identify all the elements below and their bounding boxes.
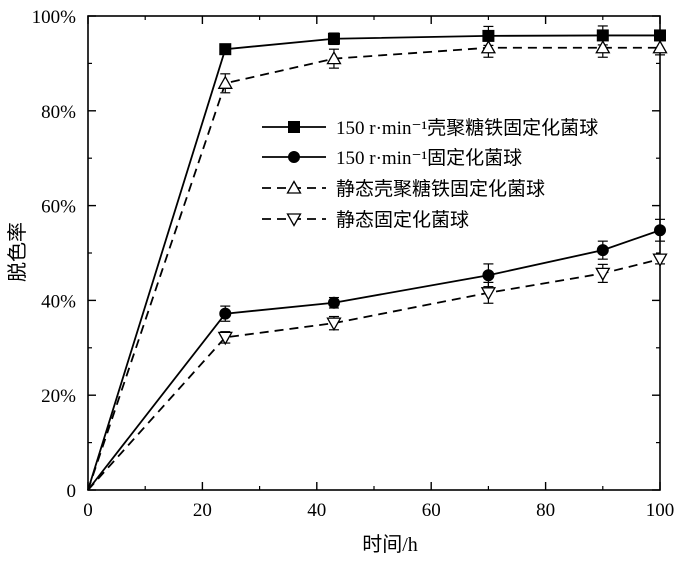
series-1-point bbox=[654, 29, 666, 42]
series-3-line bbox=[87, 46, 660, 491]
series-1-point bbox=[327, 32, 340, 45]
series-4-point bbox=[595, 267, 611, 282]
plot-frame bbox=[87, 15, 661, 491]
axes: 0 20 40 60 80 100 0 20% 40% 60% 80% 100% bbox=[32, 7, 675, 521]
series-4-line bbox=[87, 258, 661, 491]
y-axis-title: 脱色率 bbox=[6, 222, 29, 282]
legend-label: 静态固定化菌球 bbox=[336, 209, 469, 231]
y-tick-label: 40% bbox=[41, 291, 76, 312]
legend-item: 150 r·min⁻¹壳聚糖铁固定化菌球 bbox=[262, 117, 598, 139]
x-tick-label: 0 bbox=[83, 500, 93, 521]
y-tick-label: 20% bbox=[41, 386, 76, 407]
x-tick-label: 80 bbox=[536, 500, 555, 521]
y-tick-label: 80% bbox=[41, 102, 76, 123]
legend-label: 150 r·min⁻¹固定化菌球 bbox=[336, 147, 522, 169]
series-4-point bbox=[217, 331, 233, 346]
legend-swatch-marker bbox=[286, 180, 302, 194]
x-tick-label: 40 bbox=[307, 500, 326, 521]
x-axis-title: 时间/h bbox=[362, 533, 418, 556]
series-2-point bbox=[219, 307, 232, 320]
series-1-line bbox=[87, 34, 660, 491]
x-tick-label: 60 bbox=[422, 500, 441, 521]
series-2-point bbox=[654, 224, 666, 237]
legend-item: 静态固定化菌球 bbox=[262, 209, 469, 231]
legend-swatch-marker bbox=[288, 151, 300, 163]
series-4-point bbox=[652, 253, 668, 267]
series-4-point bbox=[326, 317, 342, 331]
series-3 bbox=[87, 37, 668, 491]
legend-item: 150 r·min⁻¹固定化菌球 bbox=[262, 147, 522, 169]
series-2 bbox=[87, 218, 666, 491]
legend: 150 r·min⁻¹壳聚糖铁固定化菌球 150 r·min⁻¹固定化菌球静态壳聚… bbox=[262, 117, 598, 231]
legend-label: 150 r·min⁻¹壳聚糖铁固定化菌球 bbox=[336, 117, 598, 139]
legend-label: 静态壳聚糖铁固定化菌球 bbox=[336, 178, 545, 200]
y-tick-label: 0 bbox=[67, 481, 77, 502]
series-2-point bbox=[327, 296, 340, 309]
x-tick-label: 100 bbox=[646, 500, 675, 521]
series-2-point bbox=[482, 269, 495, 282]
series-3-point bbox=[217, 75, 233, 89]
series-4 bbox=[87, 253, 668, 491]
y-tick-label: 100% bbox=[32, 7, 77, 28]
series-3-point bbox=[652, 39, 668, 54]
series-4-point bbox=[480, 287, 497, 301]
series-2-point bbox=[596, 244, 609, 257]
legend-swatch-marker bbox=[286, 213, 302, 227]
series-3-point bbox=[595, 39, 611, 54]
series-3-point bbox=[326, 50, 342, 65]
series-3-point bbox=[480, 39, 497, 54]
series-1-point bbox=[219, 43, 232, 56]
y-tick-label: 60% bbox=[41, 197, 76, 218]
series-layer bbox=[87, 25, 668, 491]
legend-item: 静态壳聚糖铁固定化菌球 bbox=[262, 178, 545, 200]
x-tick-label: 20 bbox=[193, 500, 212, 521]
series-1 bbox=[87, 25, 666, 491]
series-2-line bbox=[87, 229, 661, 491]
legend-swatch-marker bbox=[288, 121, 300, 133]
